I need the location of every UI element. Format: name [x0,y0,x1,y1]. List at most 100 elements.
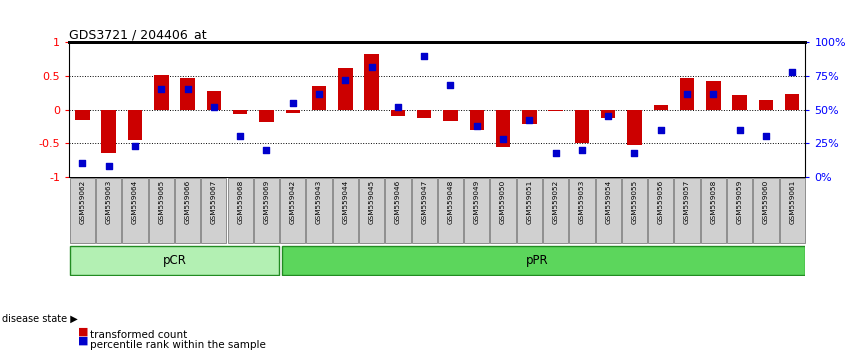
FancyBboxPatch shape [385,178,410,243]
Text: pCR: pCR [163,254,186,267]
Point [312,91,326,96]
Point [443,82,457,88]
Bar [391,110,405,116]
Bar [286,110,300,113]
FancyBboxPatch shape [307,178,332,243]
Text: GSM559054: GSM559054 [605,180,611,224]
Bar [654,105,668,110]
Text: GSM559061: GSM559061 [789,180,795,224]
Text: GDS3721 / 204406_at: GDS3721 / 204406_at [69,28,207,41]
Point [785,69,799,75]
Text: GSM559059: GSM559059 [737,180,743,224]
Bar [128,110,142,140]
Text: GSM559050: GSM559050 [500,180,506,224]
Bar [101,110,116,153]
Bar [759,99,773,110]
Point [339,77,352,83]
Text: GSM559064: GSM559064 [132,180,138,224]
Bar [338,68,352,110]
FancyBboxPatch shape [569,178,595,243]
Text: transformed count: transformed count [90,330,187,340]
Point [154,87,168,92]
FancyBboxPatch shape [96,178,121,243]
Text: GSM559048: GSM559048 [448,180,454,224]
FancyBboxPatch shape [438,178,463,243]
Point [417,53,431,59]
Bar [496,110,510,147]
FancyBboxPatch shape [254,178,279,243]
Text: GSM559045: GSM559045 [369,180,375,224]
Bar [417,110,431,118]
Bar [548,110,563,111]
Text: disease state ▶: disease state ▶ [2,314,77,324]
Point [470,123,484,129]
Bar [154,75,169,110]
FancyBboxPatch shape [675,178,700,243]
FancyBboxPatch shape [490,178,515,243]
Text: GSM559069: GSM559069 [263,180,269,224]
Bar [733,95,746,110]
FancyBboxPatch shape [543,178,568,243]
Text: GSM559055: GSM559055 [631,180,637,224]
Text: GSM559047: GSM559047 [421,180,427,224]
FancyBboxPatch shape [70,246,279,274]
Text: GSM559068: GSM559068 [237,180,243,224]
Bar [233,110,248,114]
Text: GSM559060: GSM559060 [763,180,769,224]
Bar [75,110,90,120]
Bar [469,110,484,130]
Point [628,150,642,155]
Bar [522,110,537,124]
Text: GSM559051: GSM559051 [527,180,533,224]
Text: GSM559065: GSM559065 [158,180,165,224]
FancyBboxPatch shape [175,178,200,243]
Point [128,143,142,149]
Text: ■: ■ [78,336,92,346]
Point [75,160,89,166]
FancyBboxPatch shape [622,178,647,243]
Text: GSM559063: GSM559063 [106,180,112,224]
Text: percentile rank within the sample: percentile rank within the sample [90,340,266,350]
Point [549,150,563,155]
Point [286,100,300,106]
Point [707,91,721,96]
Text: GSM559056: GSM559056 [658,180,663,224]
Text: GSM559042: GSM559042 [290,180,295,224]
Point [654,127,668,133]
Bar [443,110,458,121]
Text: GSM559046: GSM559046 [395,180,401,224]
Text: GSM559044: GSM559044 [342,180,348,224]
Point [365,64,378,69]
Point [233,134,247,139]
FancyBboxPatch shape [280,178,306,243]
Bar [365,54,378,110]
Bar [180,78,195,110]
Point [522,118,536,123]
Bar [680,78,695,110]
Text: GSM559049: GSM559049 [474,180,480,224]
FancyBboxPatch shape [648,178,674,243]
Text: GSM559043: GSM559043 [316,180,322,224]
Point [680,91,694,96]
Point [733,127,746,133]
FancyBboxPatch shape [333,178,358,243]
Text: GSM559066: GSM559066 [184,180,191,224]
Text: GSM559067: GSM559067 [211,180,216,224]
FancyBboxPatch shape [701,178,726,243]
Text: GSM559052: GSM559052 [553,180,559,224]
Point [601,114,615,119]
Bar [259,110,274,122]
Bar [627,110,642,144]
Text: ■: ■ [78,326,92,337]
Point [207,104,221,110]
Point [102,163,116,169]
Text: GSM559057: GSM559057 [684,180,690,224]
FancyBboxPatch shape [201,178,227,243]
FancyBboxPatch shape [359,178,385,243]
Point [496,136,510,142]
Bar [785,94,799,110]
FancyBboxPatch shape [411,178,436,243]
FancyBboxPatch shape [596,178,621,243]
Text: pPR: pPR [526,254,548,267]
Point [391,104,404,110]
